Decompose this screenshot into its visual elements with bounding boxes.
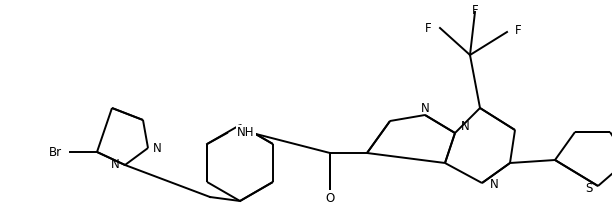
Text: S: S [586,182,593,196]
Text: NH: NH [237,126,255,140]
Text: F: F [515,23,521,37]
Text: O: O [326,192,335,204]
Text: N: N [461,120,470,134]
Text: N: N [420,103,430,116]
Text: Br: Br [49,145,62,159]
Text: N: N [153,142,162,155]
Text: F: F [425,21,432,35]
Text: N: N [111,159,120,171]
Text: F: F [472,4,479,17]
Text: N: N [490,178,499,192]
